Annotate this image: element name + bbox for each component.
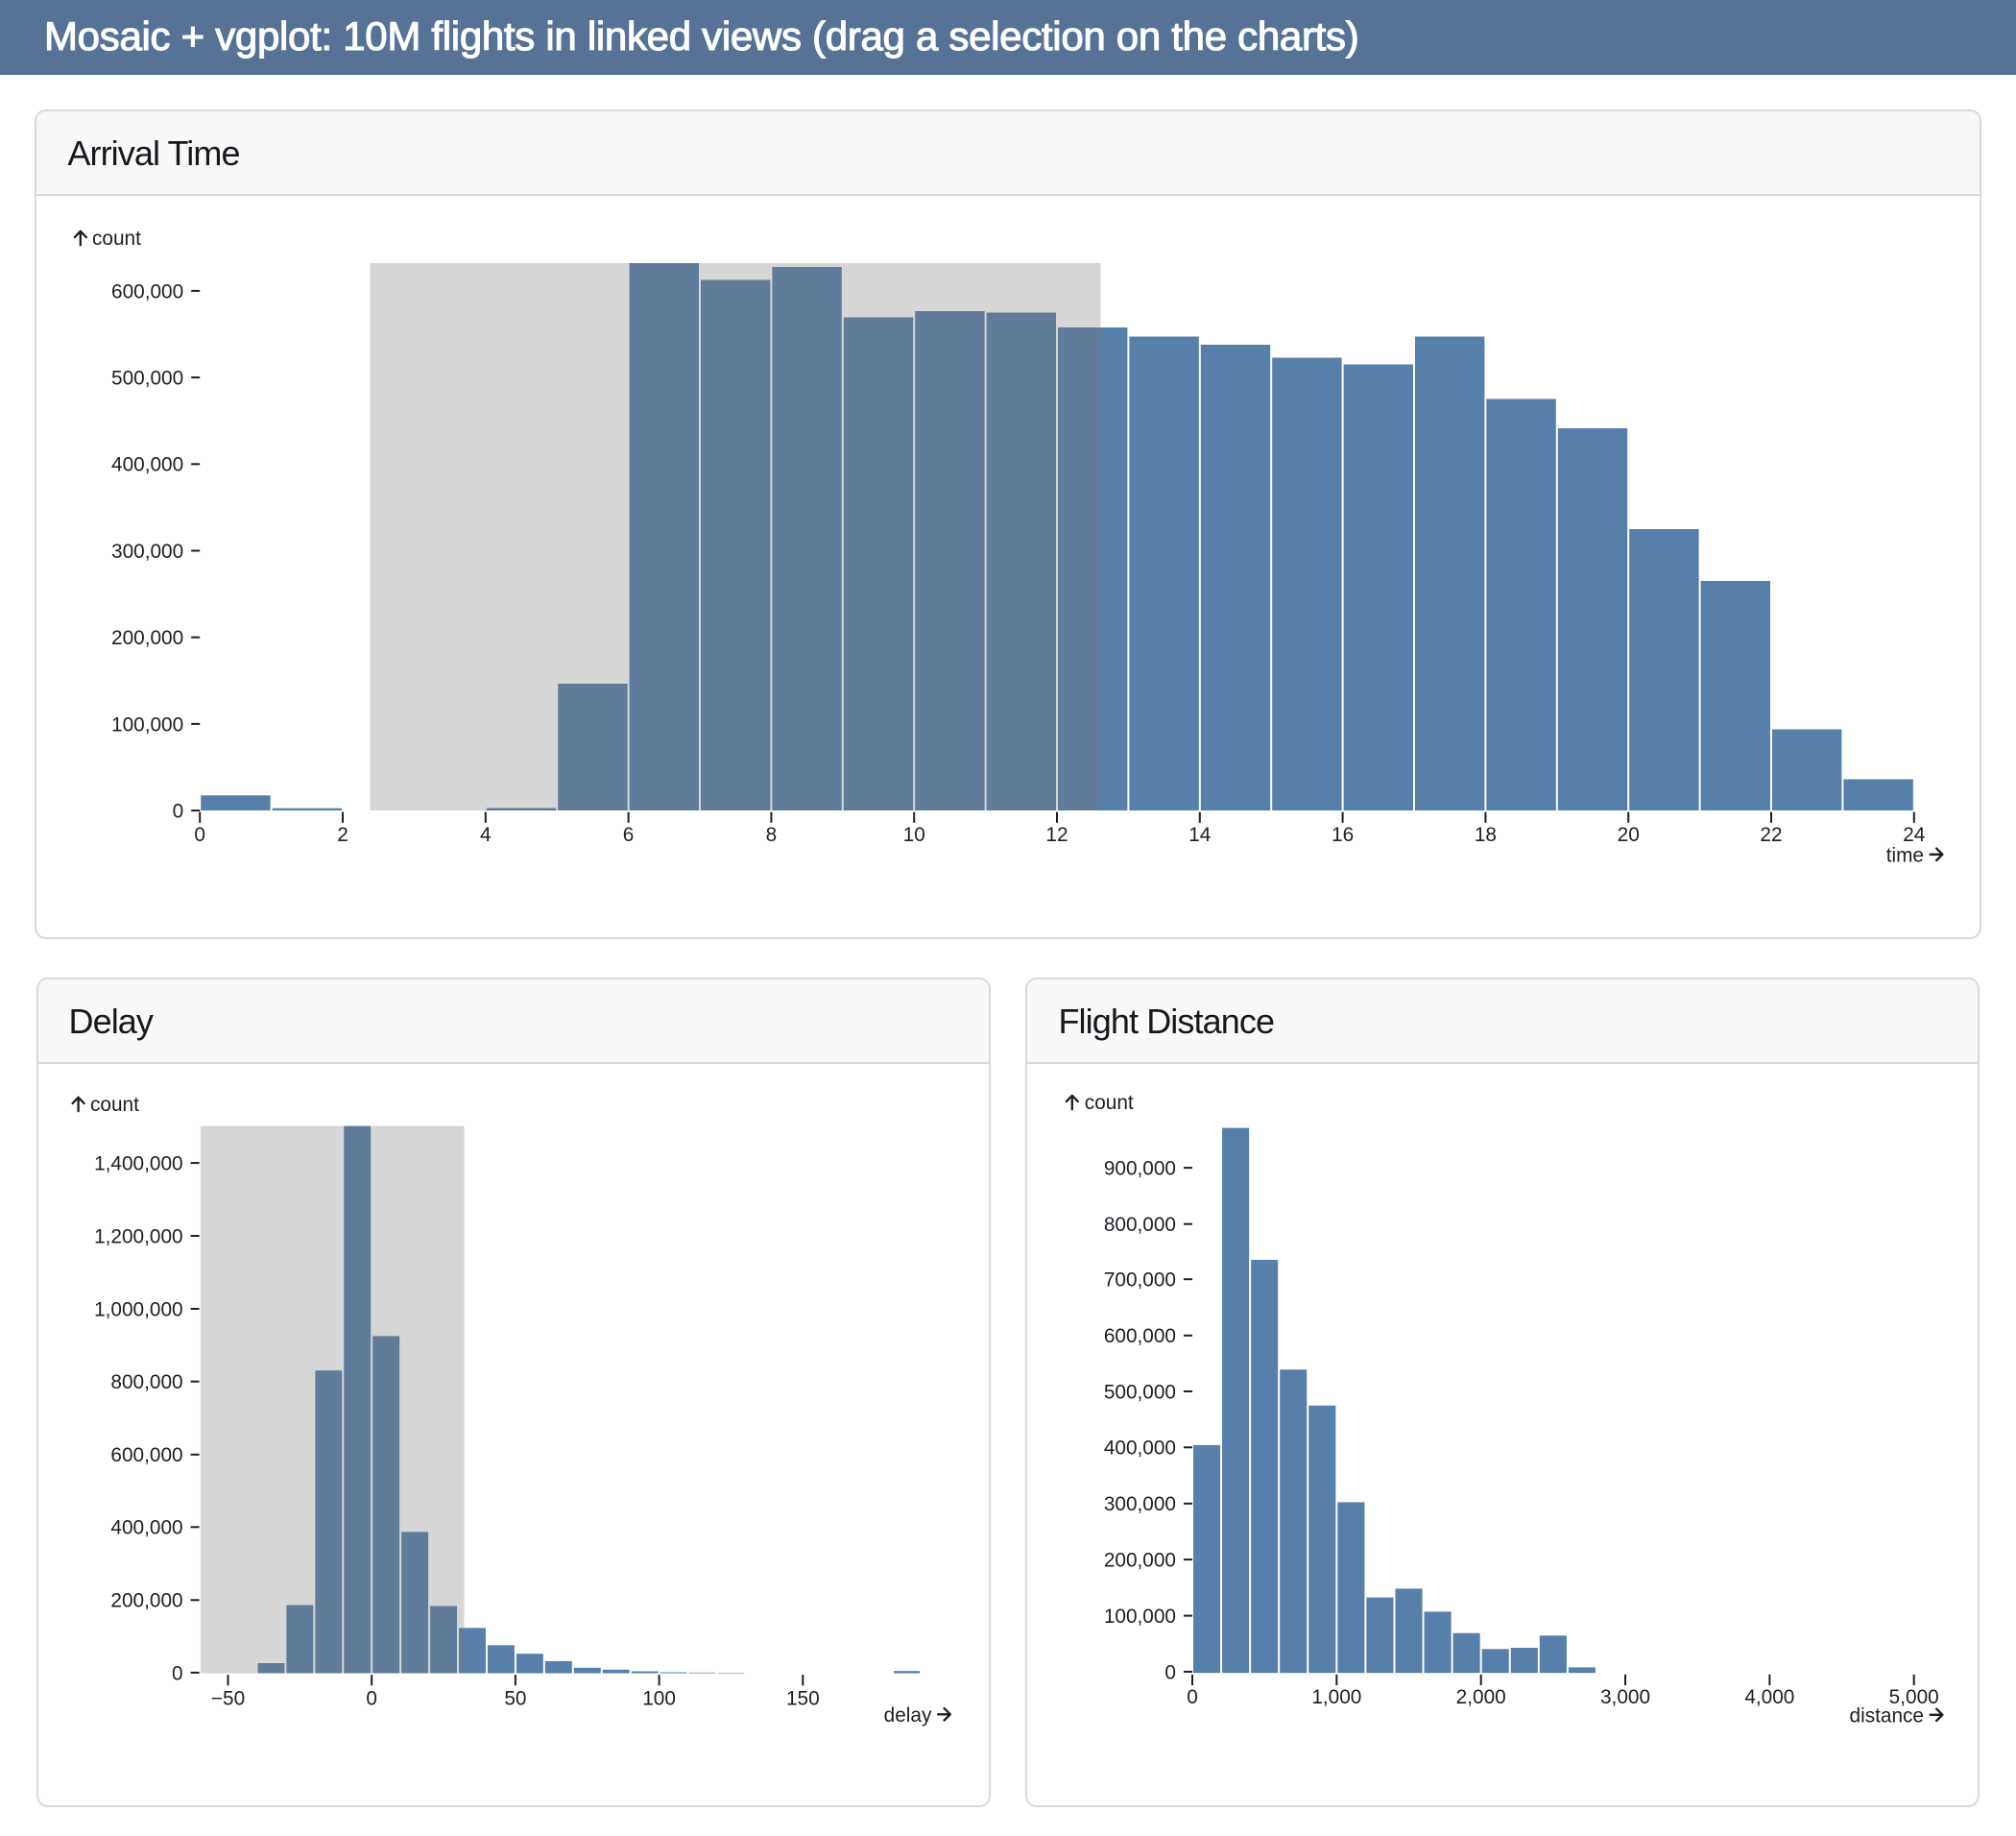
svg-text:6: 6 bbox=[622, 824, 634, 846]
svg-text:count: count bbox=[91, 228, 140, 250]
svg-text:300,000: 300,000 bbox=[110, 541, 182, 563]
svg-text:24: 24 bbox=[1902, 824, 1924, 846]
svg-text:22: 22 bbox=[1759, 824, 1781, 846]
svg-text:1,200,000: 1,200,000 bbox=[94, 1225, 183, 1247]
svg-text:150: 150 bbox=[786, 1688, 820, 1710]
svg-text:200,000: 200,000 bbox=[110, 627, 182, 649]
svg-text:500,000: 500,000 bbox=[110, 368, 182, 390]
svg-text:0: 0 bbox=[172, 1662, 183, 1684]
svg-text:200,000: 200,000 bbox=[110, 1590, 182, 1612]
svg-text:400,000: 400,000 bbox=[110, 1517, 182, 1539]
svg-text:600,000: 600,000 bbox=[110, 1444, 182, 1466]
svg-text:900,000: 900,000 bbox=[1103, 1158, 1175, 1180]
svg-text:600,000: 600,000 bbox=[1103, 1325, 1175, 1347]
svg-text:100,000: 100,000 bbox=[110, 713, 182, 736]
svg-text:50: 50 bbox=[504, 1688, 526, 1710]
svg-text:800,000: 800,000 bbox=[1103, 1214, 1175, 1236]
svg-text:200,000: 200,000 bbox=[1103, 1550, 1175, 1572]
svg-text:800,000: 800,000 bbox=[110, 1371, 182, 1393]
svg-text:100,000: 100,000 bbox=[1103, 1606, 1175, 1628]
svg-text:time: time bbox=[1885, 845, 1923, 867]
svg-text:0: 0 bbox=[1164, 1661, 1175, 1683]
svg-text:count: count bbox=[1084, 1092, 1133, 1114]
svg-text:100: 100 bbox=[642, 1688, 676, 1710]
svg-text:18: 18 bbox=[1474, 824, 1496, 846]
svg-text:1,000,000: 1,000,000 bbox=[94, 1298, 183, 1320]
svg-text:400,000: 400,000 bbox=[110, 454, 182, 476]
svg-text:600,000: 600,000 bbox=[110, 280, 182, 302]
svg-text:16: 16 bbox=[1331, 824, 1353, 846]
svg-text:300,000: 300,000 bbox=[1103, 1493, 1175, 1515]
svg-text:0: 0 bbox=[193, 824, 204, 846]
svg-text:−50: −50 bbox=[211, 1688, 245, 1710]
svg-text:2: 2 bbox=[336, 824, 348, 846]
svg-text:delay: delay bbox=[884, 1704, 932, 1727]
svg-text:4,000: 4,000 bbox=[1743, 1686, 1793, 1708]
svg-text:4: 4 bbox=[479, 824, 491, 846]
svg-text:10: 10 bbox=[902, 824, 924, 846]
svg-text:500,000: 500,000 bbox=[1103, 1381, 1175, 1403]
svg-text:0: 0 bbox=[366, 1688, 377, 1710]
svg-text:count: count bbox=[90, 1094, 139, 1116]
svg-text:700,000: 700,000 bbox=[1103, 1269, 1175, 1292]
svg-text:14: 14 bbox=[1188, 824, 1210, 846]
svg-text:400,000: 400,000 bbox=[1103, 1437, 1175, 1460]
svg-text:distance: distance bbox=[1849, 1705, 1923, 1727]
svg-text:3,000: 3,000 bbox=[1599, 1686, 1649, 1708]
svg-text:0: 0 bbox=[172, 801, 183, 823]
svg-text:1,000: 1,000 bbox=[1310, 1686, 1360, 1708]
svg-text:5,000: 5,000 bbox=[1888, 1686, 1938, 1708]
svg-text:1,400,000: 1,400,000 bbox=[94, 1153, 183, 1175]
svg-text:8: 8 bbox=[765, 824, 777, 846]
svg-text:12: 12 bbox=[1044, 824, 1067, 846]
svg-text:2,000: 2,000 bbox=[1455, 1686, 1505, 1708]
svg-text:20: 20 bbox=[1617, 824, 1639, 846]
svg-text:0: 0 bbox=[1186, 1686, 1197, 1708]
